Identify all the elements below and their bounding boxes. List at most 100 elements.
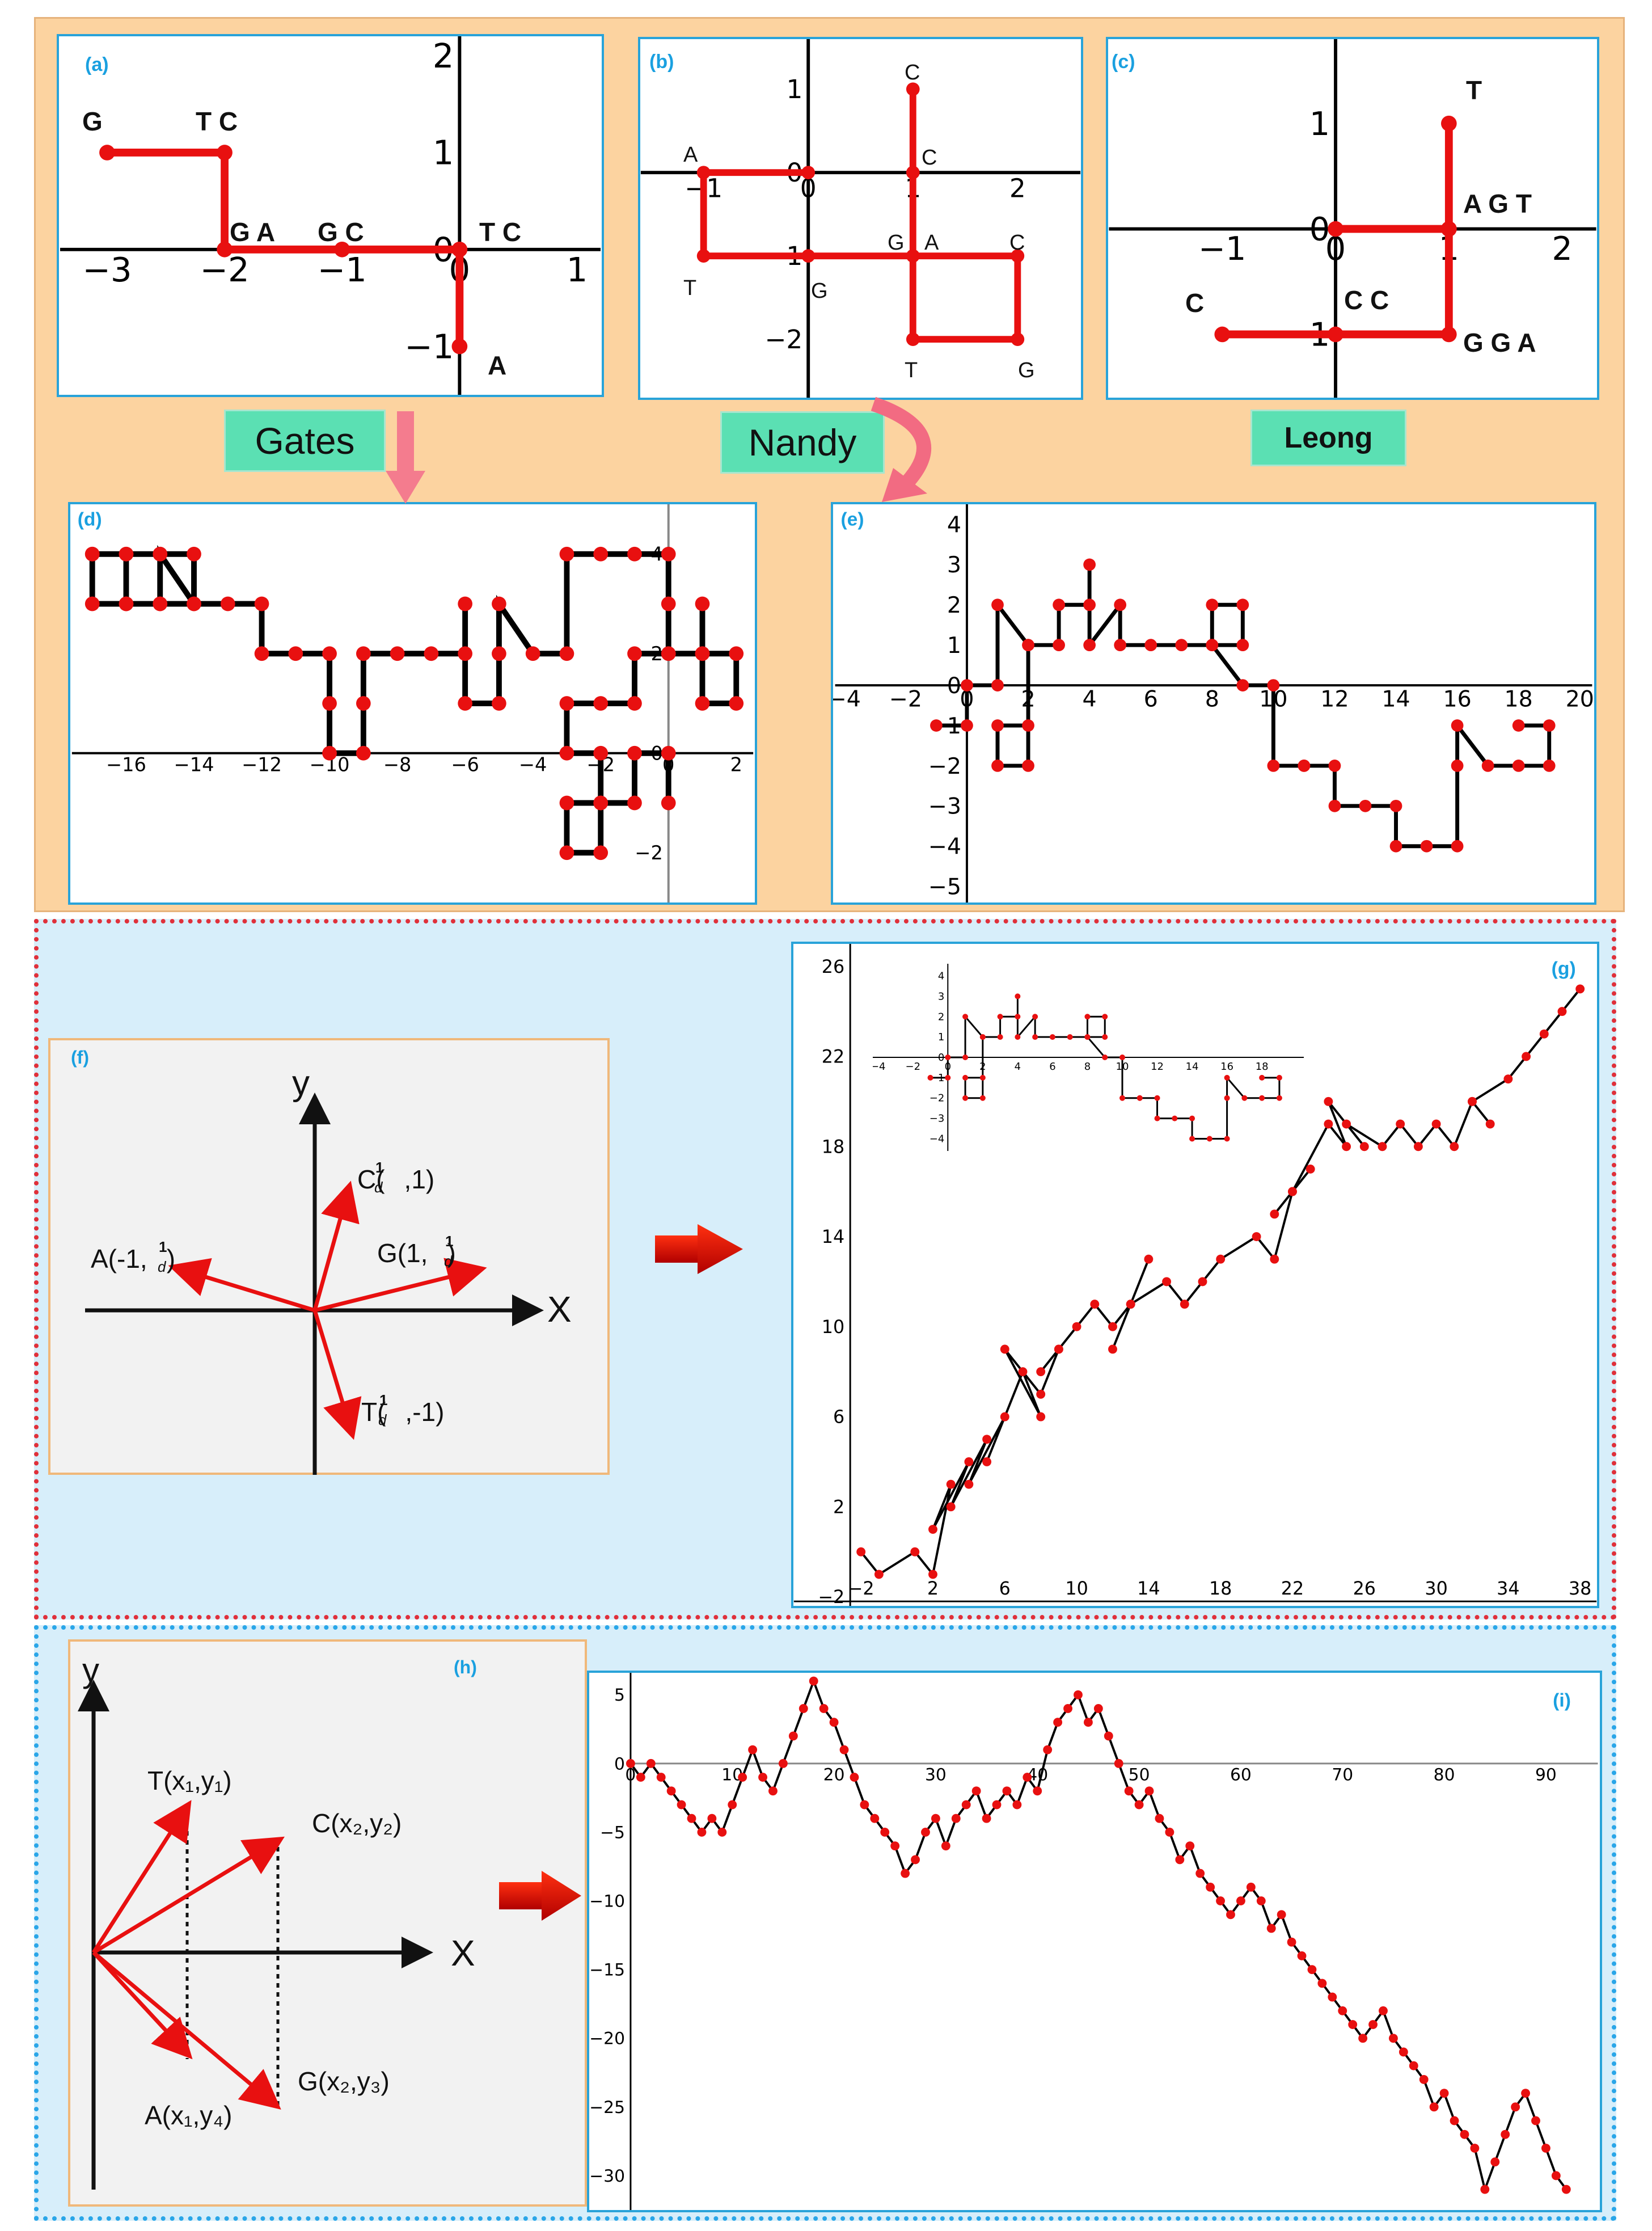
i-data-point bbox=[1358, 2034, 1368, 2043]
f-vec-t-label: T( bbox=[361, 1397, 386, 1427]
i-ytick-label: −15 bbox=[589, 1960, 625, 1980]
svg-text:A(-1,): A(-1,) bbox=[91, 1244, 175, 1273]
i-data-point bbox=[1307, 1965, 1317, 1975]
e-data-point bbox=[961, 679, 973, 691]
f-frac-c-num: 1 bbox=[375, 1159, 383, 1176]
g-inset-point bbox=[1032, 1034, 1038, 1040]
d-data-point bbox=[356, 745, 371, 761]
g-inset-ytick: 0 bbox=[938, 1052, 944, 1064]
g-data-point bbox=[1036, 1412, 1046, 1422]
a-series-line bbox=[107, 149, 464, 347]
e-data-point bbox=[1022, 719, 1034, 732]
d-data-point bbox=[729, 696, 744, 711]
i-data-point bbox=[1297, 1951, 1307, 1960]
g-data-point bbox=[1180, 1300, 1189, 1309]
i-data-point bbox=[1053, 1718, 1063, 1727]
b-letter-3: A bbox=[683, 143, 698, 167]
d-data-point bbox=[661, 745, 676, 761]
g-data-point bbox=[1162, 1277, 1172, 1287]
i-data-point bbox=[1165, 1828, 1174, 1837]
g-inset-point bbox=[1224, 1095, 1230, 1101]
i-data-point bbox=[1043, 1745, 1053, 1755]
i-data-point bbox=[982, 1814, 991, 1823]
d-data-point bbox=[424, 646, 439, 661]
g-inset-point bbox=[1172, 1115, 1178, 1121]
b-data-point bbox=[906, 332, 920, 346]
a-data-point bbox=[217, 241, 233, 258]
d-data-point bbox=[458, 596, 472, 611]
b-data-point bbox=[906, 249, 920, 263]
e-data-point bbox=[991, 760, 1004, 772]
d-xtick-label: −4 bbox=[519, 754, 547, 776]
g-inset-point bbox=[1154, 1115, 1160, 1121]
f-axis-y-label: y bbox=[292, 1064, 310, 1103]
c-xtick-label: 2 bbox=[1552, 230, 1572, 268]
a-data-point bbox=[451, 241, 468, 258]
panel-a: −3 −2 −1 0 1 2 1 0 −1 bbox=[57, 34, 604, 397]
d-data-point bbox=[119, 546, 134, 562]
e-xtick-label: 6 bbox=[1144, 686, 1158, 712]
g-xtick-label: 2 bbox=[927, 1579, 939, 1599]
g-data-point bbox=[910, 1547, 920, 1557]
d-data-point bbox=[119, 596, 134, 611]
g-inset-point bbox=[1224, 1136, 1230, 1142]
e-data-point bbox=[1236, 639, 1249, 652]
e-ytick-label: 4 bbox=[947, 512, 961, 538]
g-data-point bbox=[1252, 1232, 1261, 1241]
f-frac-t-den: d bbox=[378, 1411, 387, 1428]
panel-b: −1 0 1 2 1 0 −1 −2 bbox=[638, 37, 1083, 400]
e-xtick-label: 14 bbox=[1381, 686, 1410, 712]
i-data-point bbox=[738, 1773, 747, 1782]
g-data-point bbox=[946, 1479, 956, 1489]
e-data-point bbox=[991, 719, 1004, 732]
h-vec-t-label: T(x₁,y₁) bbox=[147, 1766, 232, 1795]
i-xtick-label: 20 bbox=[823, 1765, 845, 1785]
e-data-point bbox=[1175, 639, 1188, 652]
i-data-point bbox=[1277, 1910, 1286, 1920]
d-data-point bbox=[559, 696, 574, 711]
i-data-point bbox=[1429, 2102, 1439, 2112]
a-letter-3: G A bbox=[230, 217, 275, 247]
d-xtick-label: −6 bbox=[451, 754, 479, 776]
g-inset-point bbox=[979, 1074, 986, 1081]
i-data-point bbox=[941, 1841, 950, 1851]
g-data-point bbox=[1072, 1322, 1081, 1331]
i-data-point bbox=[860, 1800, 869, 1810]
g-inset-point bbox=[1276, 1074, 1282, 1081]
chart-b: −1 0 1 210−1−2 bbox=[640, 39, 1081, 398]
i-data-point bbox=[992, 1800, 1002, 1810]
i-xtick-label: 0 bbox=[625, 1765, 636, 1785]
g-inset-point bbox=[1084, 1034, 1091, 1040]
g-ytick-label: 10 bbox=[822, 1317, 844, 1338]
i-data-point bbox=[850, 1773, 859, 1782]
g-data-point bbox=[1018, 1367, 1028, 1377]
i-data-point bbox=[646, 1758, 656, 1768]
panel-f-label: (f) bbox=[71, 1047, 89, 1068]
d-ytick-label: −2 bbox=[635, 842, 663, 864]
g-inset-point bbox=[1136, 1095, 1143, 1101]
e-ytick-label: 1 bbox=[947, 632, 961, 659]
b-data-point bbox=[906, 166, 920, 180]
i-data-point bbox=[1063, 1704, 1072, 1713]
e-data-point bbox=[1083, 639, 1096, 652]
f-vec-c-end: ,1) bbox=[404, 1165, 435, 1194]
i-data-point bbox=[870, 1814, 880, 1823]
g-xtick-label: 10 bbox=[1065, 1579, 1088, 1599]
d-data-point bbox=[593, 795, 609, 811]
d-data-point bbox=[627, 546, 642, 562]
i-data-point bbox=[677, 1800, 686, 1810]
d-data-point bbox=[661, 546, 676, 562]
g-inset-point bbox=[1032, 1014, 1038, 1020]
i-data-point bbox=[1348, 2020, 1358, 2029]
e-data-point bbox=[1543, 719, 1556, 732]
g-data-point bbox=[1305, 1164, 1315, 1174]
g-inset-xtick: 18 bbox=[1256, 1061, 1269, 1073]
g-data-point bbox=[1036, 1367, 1046, 1377]
g-ytick-label: 6 bbox=[833, 1407, 844, 1428]
d-data-point bbox=[254, 646, 269, 661]
i-xtick-label: 80 bbox=[1434, 1765, 1455, 1785]
d-data-point bbox=[322, 646, 337, 661]
panel-a-label: (a) bbox=[85, 54, 109, 75]
a-xtick-label: 1 bbox=[567, 250, 588, 289]
b-ytick-label: −2 bbox=[764, 324, 802, 355]
